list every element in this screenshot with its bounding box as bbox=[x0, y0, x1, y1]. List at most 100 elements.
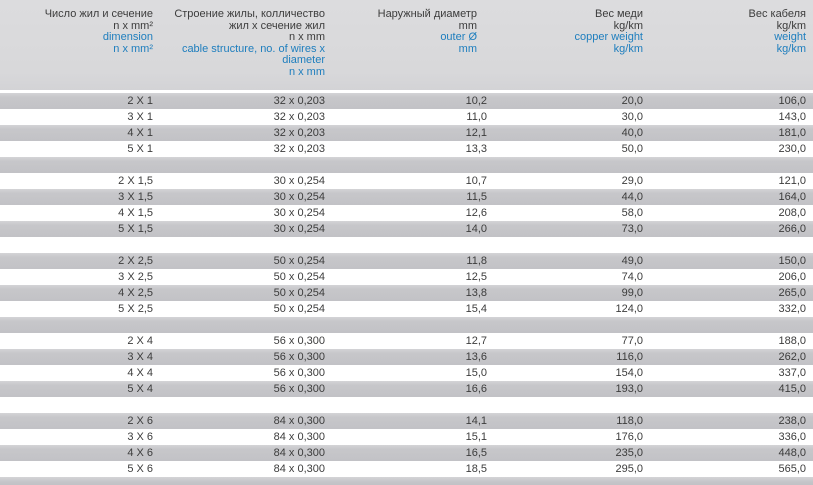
column-header-dimension-ru-line: Число жил и сечение bbox=[44, 8, 153, 20]
column-header-dimension-en-line: n x mm² bbox=[113, 42, 153, 55]
cell-outer-diameter: 13,3 bbox=[465, 143, 487, 155]
cell-copper-weight: 50,0 bbox=[621, 143, 643, 155]
cell-outer-diameter: 10,2 bbox=[465, 95, 487, 107]
column-header-cable-structure-ru-line: жил x сечение жил bbox=[229, 19, 325, 32]
column-header-cable-weight-en-line: kg/km bbox=[776, 42, 806, 55]
cell-cable-weight: 565,0 bbox=[778, 463, 806, 475]
cell-cable-weight: 143,0 bbox=[778, 111, 806, 123]
table-row: 4 X 4 56 x 0,300 15,0 154,0 337,0 bbox=[0, 365, 813, 381]
table-row: 4 X 6 84 x 0,300 16,5 235,0 448,0 bbox=[0, 445, 813, 461]
table-row: 5 X 4 56 x 0,300 16,6 193,0 415,0 bbox=[0, 381, 813, 397]
cell-cable-structure: 32 x 0,203 bbox=[273, 95, 325, 107]
cell-cable-structure: 56 x 0,300 bbox=[273, 367, 325, 379]
column-header-outer-diameter-en-line: mm bbox=[458, 42, 477, 55]
table-row: 2 X 2,5 50 x 0,254 11,8 49,0 150,0 bbox=[0, 253, 813, 269]
cell-dimension: 3 X 2,5 bbox=[118, 271, 153, 283]
cell-copper-weight: 176,0 bbox=[615, 431, 643, 443]
table-row: 3 X 4 56 x 0,300 13,6 116,0 262,0 bbox=[0, 349, 813, 365]
table-row: 2 X 1 32 x 0,203 10,2 20,0 106,0 bbox=[0, 93, 813, 109]
cell-cable-weight: 188,0 bbox=[778, 335, 806, 347]
table-body: 2 X 1 32 x 0,203 10,2 20,0 106,0 3 X 1 32 x 0,… bbox=[0, 93, 813, 477]
cell-copper-weight: 118,0 bbox=[616, 415, 643, 427]
column-header-cable-structure-en-line: cable structure, no. of wires x bbox=[181, 42, 325, 55]
cell-dimension: 4 X 1 bbox=[127, 127, 153, 139]
table-row: 5 X 1 32 x 0,203 13,3 50,0 230,0 bbox=[0, 141, 813, 157]
cell-copper-weight: 116,0 bbox=[616, 351, 643, 363]
cell-dimension: 4 X 4 bbox=[127, 367, 153, 379]
cell-cable-structure: 30 x 0,254 bbox=[273, 207, 325, 219]
cell-copper-weight: 124,0 bbox=[615, 303, 643, 315]
table-row: 3 X 1 32 x 0,203 11,0 30,0 143,0 bbox=[0, 109, 813, 125]
table-row: 4 X 1 32 x 0,203 12,1 40,0 181,0 bbox=[0, 125, 813, 141]
header-divider bbox=[0, 90, 813, 93]
cell-copper-weight: 99,0 bbox=[621, 287, 643, 299]
cell-cable-structure: 56 x 0,300 bbox=[273, 383, 325, 395]
cell-copper-weight: 49,0 bbox=[621, 255, 643, 267]
cell-cable-structure: 84 x 0,300 bbox=[273, 431, 325, 443]
cell-copper-weight: 73,0 bbox=[621, 223, 643, 235]
cell-outer-diameter: 15,1 bbox=[465, 431, 487, 443]
column-header-dimension-en-line: dimension bbox=[102, 31, 153, 44]
cell-cable-weight: 238,0 bbox=[778, 415, 806, 427]
table-row: 3 X 6 84 x 0,300 15,1 176,0 336,0 bbox=[0, 429, 813, 445]
cell-dimension: 3 X 6 bbox=[127, 431, 153, 443]
cell-cable-structure: 84 x 0,300 bbox=[273, 447, 325, 459]
cell-dimension: 5 X 1,5 bbox=[118, 223, 153, 235]
column-header-cable-structure-ru-line: Строение жилы, колличество bbox=[174, 8, 325, 20]
cell-dimension: 5 X 1 bbox=[127, 143, 153, 155]
table-row: 3 X 1,5 30 x 0,254 11,5 44,0 164,0 bbox=[0, 189, 813, 205]
cell-copper-weight: 193,0 bbox=[615, 383, 643, 395]
cell-copper-weight: 30,0 bbox=[621, 111, 643, 123]
cell-outer-diameter: 15,0 bbox=[465, 367, 487, 379]
table-header: Число жил и сечение n x mm² dimension n x m… bbox=[0, 0, 813, 90]
group-separator bbox=[0, 397, 813, 413]
cell-copper-weight: 295,0 bbox=[615, 463, 643, 475]
table-row: 4 X 2,5 50 x 0,254 13,8 99,0 265,0 bbox=[0, 285, 813, 301]
cell-cable-weight: 262,0 bbox=[778, 351, 806, 363]
cell-copper-weight: 20,0 bbox=[621, 95, 643, 107]
cell-outer-diameter: 16,6 bbox=[465, 383, 487, 395]
cell-dimension: 3 X 4 bbox=[127, 351, 153, 363]
table-row: 2 X 4 56 x 0,300 12,7 77,0 188,0 bbox=[0, 333, 813, 349]
cell-dimension: 2 X 1,5 bbox=[118, 175, 153, 187]
cell-outer-diameter: 12,1 bbox=[465, 127, 487, 139]
cell-cable-weight: 265,0 bbox=[778, 287, 806, 299]
column-header-copper-weight: Вес меди kg/km copper weight kg/km bbox=[494, 8, 650, 90]
cell-cable-weight: 332,0 bbox=[778, 303, 806, 315]
cell-outer-diameter: 12,6 bbox=[465, 207, 487, 219]
cell-cable-weight: 121,0 bbox=[778, 175, 806, 187]
cell-dimension: 5 X 2,5 bbox=[118, 303, 153, 315]
cell-dimension: 4 X 2,5 bbox=[118, 287, 153, 299]
cell-cable-structure: 30 x 0,254 bbox=[273, 175, 325, 187]
cell-cable-structure: 30 x 0,254 bbox=[273, 223, 325, 235]
cell-cable-weight: 415,0 bbox=[778, 383, 806, 395]
cell-outer-diameter: 16,5 bbox=[465, 447, 487, 459]
cell-dimension: 2 X 6 bbox=[127, 415, 153, 427]
column-header-cable-structure-ru-line: n x mm bbox=[288, 31, 325, 44]
cell-cable-structure: 50 x 0,254 bbox=[273, 303, 325, 315]
cell-outer-diameter: 11,5 bbox=[466, 191, 487, 203]
cell-outer-diameter: 11,8 bbox=[466, 255, 487, 267]
column-header-copper-weight-en-line: kg/km bbox=[613, 42, 643, 55]
cell-outer-diameter: 12,5 bbox=[465, 271, 487, 283]
cell-cable-structure: 32 x 0,203 bbox=[273, 143, 325, 155]
table-row: 2 X 1,5 30 x 0,254 10,7 29,0 121,0 bbox=[0, 173, 813, 189]
cell-outer-diameter: 14,0 bbox=[465, 223, 487, 235]
column-header-copper-weight-en-line: copper weight bbox=[574, 31, 644, 44]
cell-outer-diameter: 12,7 bbox=[465, 335, 487, 347]
column-header-outer-diameter-ru-line: Наружный диаметр bbox=[377, 8, 477, 20]
table-row: 5 X 6 84 x 0,300 18,5 295,0 565,0 bbox=[0, 461, 813, 477]
cell-cable-structure: 50 x 0,254 bbox=[273, 271, 325, 283]
table-row: 4 X 1,5 30 x 0,254 12,6 58,0 208,0 bbox=[0, 205, 813, 221]
column-header-cable-weight-en-line: weight bbox=[774, 31, 806, 44]
cell-cable-weight: 106,0 bbox=[778, 95, 806, 107]
cell-cable-structure: 50 x 0,254 bbox=[273, 287, 325, 299]
cell-cable-structure: 50 x 0,254 bbox=[273, 255, 325, 267]
cell-outer-diameter: 10,7 bbox=[465, 175, 487, 187]
column-header-dimension: Число жил и сечение n x mm² dimension n x m… bbox=[0, 8, 160, 90]
cell-outer-diameter: 14,1 bbox=[465, 415, 487, 427]
cell-cable-structure: 84 x 0,300 bbox=[273, 415, 325, 427]
cell-dimension: 3 X 1 bbox=[127, 111, 153, 123]
cell-cable-structure: 30 x 0,254 bbox=[273, 191, 325, 203]
